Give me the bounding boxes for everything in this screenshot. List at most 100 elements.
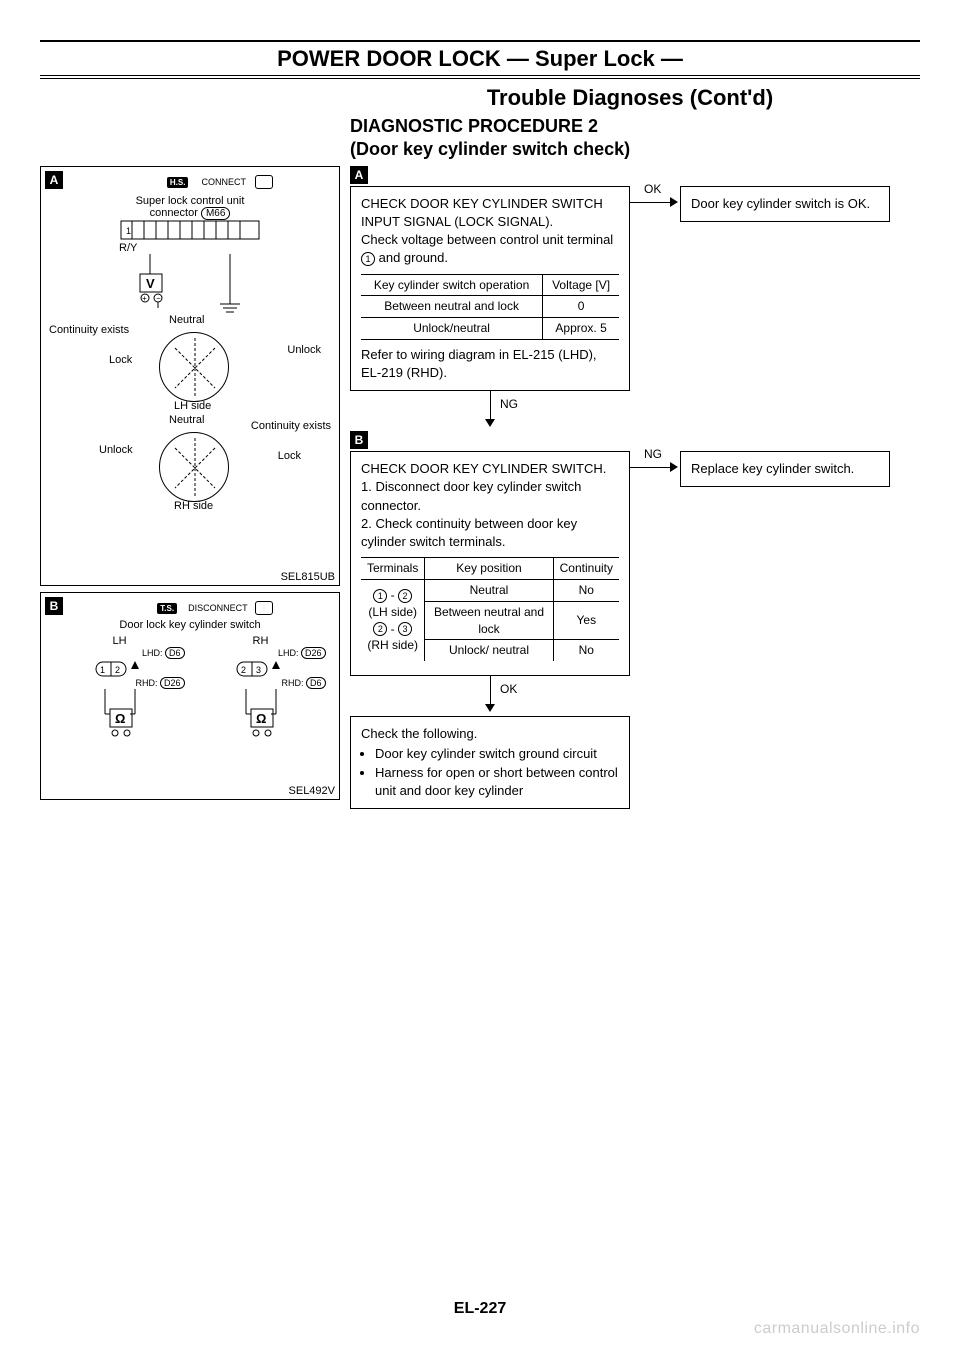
rhd-label-r: RHD: (281, 678, 303, 688)
t-r2c2: Approx. 5 (543, 318, 619, 340)
subtitle: Trouble Diagnoses (Cont'd) (340, 85, 920, 111)
step-b-table: Terminals Key position Continuity 1 - 2 … (361, 557, 619, 661)
left-column: A SEL815UB H.S. CONNECT Super lock contr… (40, 166, 340, 809)
ok-label-b: OK (500, 682, 517, 696)
ng-label-a: NG (500, 397, 518, 411)
step-b-s2: 2. Check continuity between door key cyl… (361, 515, 619, 551)
figure-b-content: T.S. DISCONNECT Door lock key cylinder s… (41, 593, 339, 760)
disconnect-icon (255, 601, 273, 615)
lock-r: Lock (278, 450, 301, 462)
figure-a-tag: A (45, 171, 63, 189)
rhd-label: RHD: (135, 678, 157, 688)
svg-text:1: 1 (126, 226, 131, 236)
rh-rhd-conn: D6 (306, 677, 326, 689)
svg-text:Ω: Ω (115, 711, 125, 726)
svg-text:3: 3 (256, 665, 261, 675)
svg-text:−: − (156, 294, 161, 303)
svg-text:2: 2 (115, 665, 120, 675)
tb-r1c2: Neutral (425, 580, 553, 602)
t-h2: Voltage [V] (543, 274, 619, 296)
result-a: Door key cylinder switch is OK. (680, 186, 890, 222)
rh-circle-icon (159, 432, 229, 502)
step-a-desc: Check voltage between control unit termi… (361, 231, 619, 267)
figure-b-code: SEL492V (289, 785, 335, 797)
ts-icon: T.S. (157, 603, 177, 614)
connector-id: M66 (201, 207, 230, 220)
ng-label-b: NG (642, 447, 664, 461)
arrow-a-ok: OK (630, 192, 680, 212)
flow-box-a: CHECK DOOR KEY CYLINDER SWITCH INPUT SIG… (350, 186, 630, 392)
step-c-title: Check the following. (361, 725, 619, 743)
page-title: POWER DOOR LOCK — Super Lock — (40, 42, 920, 74)
lh-group: LH LHD: D6 12 (55, 635, 185, 752)
flow-box-c: Check the following. Door key cylinder s… (350, 716, 630, 809)
step-a-ref: Refer to wiring diagram in EL-215 (LHD),… (361, 346, 619, 382)
neutral-l: Neutral (169, 314, 204, 326)
proc-num: DIAGNOSTIC PROCEDURE 2 (350, 116, 598, 136)
content-row: A SEL815UB H.S. CONNECT Super lock contr… (40, 166, 920, 809)
svg-text:+: + (142, 294, 147, 303)
unlock-l: Unlock (287, 344, 321, 356)
ok-label: OK (642, 182, 663, 196)
tb-h3: Continuity (553, 558, 619, 580)
figure-b: B SEL492V T.S. DISCONNECT Door lock key … (40, 592, 340, 800)
lhd-label: LHD: (142, 648, 163, 658)
lhd-label-r: LHD: (278, 648, 299, 658)
continuity-l: Continuity exists (49, 324, 129, 336)
connector-label: connector (150, 207, 198, 219)
rh-lhd-conn: D26 (301, 647, 326, 659)
hs-icon: H.S. (167, 177, 189, 188)
flow-tag-b: B (350, 431, 368, 449)
flow-box-b: CHECK DOOR KEY CYLINDER SWITCH. 1. Disco… (350, 451, 630, 676)
svg-text:Ω: Ω (256, 711, 266, 726)
t-r1c2: 0 (543, 296, 619, 318)
flow-row-b: CHECK DOOR KEY CYLINDER SWITCH. 1. Disco… (350, 451, 920, 676)
t-h1: Key cylinder switch operation (361, 274, 543, 296)
arrow-b-ok: OK (350, 676, 630, 716)
step-b-s1: 1. Disconnect door key cylinder switch c… (361, 478, 619, 514)
lh-circle-icon (159, 332, 229, 402)
arrow-a-ng: NG (350, 391, 630, 431)
divider (40, 78, 920, 79)
figure-a-content: H.S. CONNECT Super lock control unit con… (41, 167, 339, 532)
continuity-r: Continuity exists (251, 420, 331, 432)
step-a-table: Key cylinder switch operation Voltage [V… (361, 274, 619, 340)
lh-lhd-conn: D6 (165, 647, 185, 659)
connect-label: CONNECT (202, 177, 247, 187)
figure-b-tag: B (45, 597, 63, 615)
lh-rhd-conn: D26 (160, 677, 185, 689)
tb-terminals: 1 - 2 (LH side) 2 - 3 (RH side) (361, 580, 425, 662)
unit-label: Super lock control unit (49, 195, 331, 207)
svg-text:2: 2 (241, 665, 246, 675)
lock-l: Lock (109, 354, 132, 366)
bottom-rule (40, 74, 920, 76)
wire-label: R/Y (119, 242, 331, 254)
arrow-b-ng: NG (630, 457, 680, 477)
tb-r2c2: Between neutral and lock (425, 601, 553, 640)
figure-a: A SEL815UB H.S. CONNECT Super lock contr… (40, 166, 340, 586)
tb-h2: Key position (425, 558, 553, 580)
rh-pins-icon: 23 (236, 659, 286, 677)
step-c-b1: Door key cylinder switch ground circuit (375, 745, 619, 763)
tb-r2c3: Yes (553, 601, 619, 640)
watermark: carmanualsonline.info (754, 1320, 920, 1338)
proc-desc: (Door key cylinder switch check) (350, 139, 630, 159)
switch-label: Door lock key cylinder switch (49, 619, 331, 631)
tb-h1: Terminals (361, 558, 425, 580)
voltmeter-icon: V + − (110, 254, 270, 314)
tb-r3c3: No (553, 640, 619, 661)
t-r2c1: Unlock/neutral (361, 318, 543, 340)
tb-r1c3: No (553, 580, 619, 602)
rh-label: RH (196, 635, 326, 647)
rh-ohm-icon: Ω (231, 689, 291, 749)
tb-r3c2: Unlock/ neutral (425, 640, 553, 661)
flow-row-a: CHECK DOOR KEY CYLINDER SWITCH INPUT SIG… (350, 186, 920, 392)
result-b: Replace key cylinder switch. (680, 451, 890, 487)
neutral-r: Neutral (169, 414, 204, 426)
right-column: A CHECK DOOR KEY CYLINDER SWITCH INPUT S… (350, 166, 920, 809)
lh-label: LH (55, 635, 185, 647)
lh-ohm-icon: Ω (90, 689, 150, 749)
section-title: DIAGNOSTIC PROCEDURE 2 (Door key cylinde… (350, 115, 920, 162)
step-c-list: Door key cylinder switch ground circuit … (361, 745, 619, 800)
flow-tag-a: A (350, 166, 368, 184)
